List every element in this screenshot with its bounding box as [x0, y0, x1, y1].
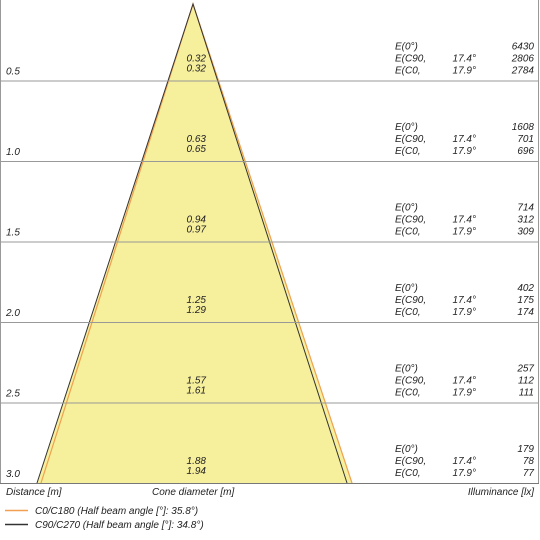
illuminance-e0-value: 402 [517, 283, 534, 294]
illuminance-e0-label: E(0°) [395, 283, 418, 294]
distance-rows: 0.5 0.320.32 E(0°) 6430 E(C90, 17.4° 2806 E(C0,… [0, 42, 539, 480]
cone-diameter-c0: 1.57 [187, 376, 207, 387]
illuminance-ec90-angle: 17.4° [453, 295, 476, 306]
illuminance-ec90-value: 701 [517, 134, 534, 145]
cone-outline-c90-c270 [36, 2, 348, 484]
illuminance-e0-value: 714 [517, 203, 534, 214]
cone-diameter-c0: 0.32 [187, 54, 207, 65]
illuminance-ec0-label: E(C0, [395, 146, 421, 157]
illuminance-ec0-value: 2784 [511, 66, 535, 77]
distance-label: 1.5 [6, 228, 20, 239]
illuminance-ec0-angle: 17.9° [453, 146, 476, 157]
distance-label: 0.5 [6, 67, 20, 78]
cone-diameter-c0: 0.63 [187, 134, 207, 145]
cone-diameter-c90: 0.32 [187, 64, 207, 75]
illuminance-e0-label: E(0°) [395, 203, 418, 214]
distance-label: 3.0 [6, 469, 20, 480]
illuminance-ec90-value: 78 [523, 456, 535, 467]
illuminance-ec90-label: E(C90, [395, 295, 426, 306]
illuminance-ec0-label: E(C0, [395, 66, 421, 77]
distance-label: 2.5 [5, 389, 20, 400]
illuminance-ec0-label: E(C0, [395, 227, 421, 238]
illuminance-ec90-angle: 17.4° [453, 456, 476, 467]
illuminance-ec0-label: E(C0, [395, 388, 421, 399]
illuminance-e0-label: E(0°) [395, 444, 418, 455]
illuminance-ec90-angle: 17.4° [453, 54, 476, 65]
illuminance-ec0-angle: 17.9° [453, 388, 476, 399]
illuminance-e0-label: E(0°) [395, 364, 418, 375]
light-cone-fill [37, 4, 352, 483]
illuminance-e0-label: E(0°) [395, 122, 418, 133]
illuminance-ec90-value: 112 [518, 376, 534, 387]
illuminance-ec0-value: 309 [517, 227, 534, 238]
illuminance-ec90-value: 175 [517, 295, 534, 306]
illuminance-e0-label: E(0°) [395, 42, 418, 53]
illuminance-e0-value: 179 [517, 444, 534, 455]
illuminance-ec0-angle: 17.9° [453, 468, 476, 479]
illuminance-ec90-angle: 17.4° [453, 215, 476, 226]
illuminance-e0-value: 6430 [512, 42, 535, 53]
illuminance-ec0-angle: 17.9° [453, 307, 476, 318]
illuminance-ec0-value: 696 [517, 146, 534, 157]
cone-diameter-c0: 0.94 [187, 215, 207, 226]
illuminance-e0-value: 257 [516, 364, 534, 375]
illuminance-ec90-label: E(C90, [395, 134, 426, 145]
illuminance-ec90-label: E(C90, [395, 215, 426, 226]
axis-label-cone-diameter: Cone diameter [m] [152, 487, 234, 498]
illuminance-ec0-value: 77 [523, 468, 535, 479]
illuminance-ec0-label: E(C0, [395, 307, 421, 318]
illuminance-ec90-label: E(C90, [395, 456, 426, 467]
legend-label-c0-c180: C0/C180 (Half beam angle [°]: 35.8°) [35, 506, 198, 517]
illuminance-ec0-value: 111 [519, 388, 534, 399]
cone-diameter-c0: 1.88 [187, 456, 207, 467]
cone-diameter-c90: 0.97 [187, 225, 207, 236]
illuminance-ec90-angle: 17.4° [453, 376, 476, 387]
illuminance-ec0-value: 174 [517, 307, 534, 318]
illuminance-ec90-value: 2806 [511, 54, 535, 65]
illuminance-ec90-value: 312 [517, 215, 534, 226]
illuminance-ec0-angle: 17.9° [453, 66, 476, 77]
illuminance-ec90-label: E(C90, [395, 376, 426, 387]
axis-label-illuminance: Illuminance [lx] [468, 487, 534, 498]
illuminance-ec0-label: E(C0, [395, 468, 421, 479]
distance-label: 2.0 [5, 308, 20, 319]
axis-label-distance: Distance [m] [6, 487, 62, 498]
cone-diameter-c0: 1.25 [187, 295, 207, 306]
illuminance-ec90-angle: 17.4° [453, 134, 476, 145]
cone-diameter-c90: 0.65 [187, 144, 207, 155]
illuminance-ec0-angle: 17.9° [453, 227, 476, 238]
cone-diameter-c90: 1.94 [187, 466, 207, 477]
cone-diameter-c90: 1.61 [187, 386, 206, 397]
illuminance-ec90-label: E(C90, [395, 54, 426, 65]
cone-diameter-c90: 1.29 [187, 305, 207, 316]
distance-label: 1.0 [6, 147, 20, 158]
legend-label-c90-c270: C90/C270 (Half beam angle [°]: 34.8°) [35, 520, 204, 531]
illuminance-e0-value: 1608 [512, 122, 535, 133]
